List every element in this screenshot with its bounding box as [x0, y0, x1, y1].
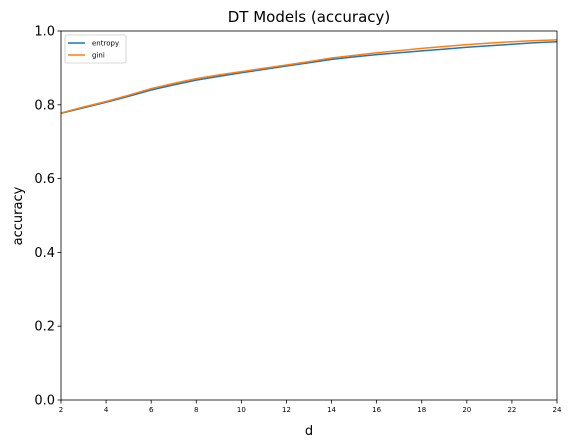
- x-tick-label: 6: [149, 406, 154, 414]
- x-tick-label: 24: [553, 406, 562, 414]
- x-axis-label: d: [305, 424, 313, 439]
- x-tick-label: 8: [194, 406, 198, 414]
- x-tick-label: 20: [462, 406, 471, 414]
- x-tick-label: 16: [372, 406, 381, 414]
- legend-label-entropy: entropy: [92, 40, 119, 48]
- x-tick-label: 4: [104, 406, 109, 414]
- x-tick-label: 10: [237, 406, 246, 414]
- y-tick-label: 0.8: [34, 98, 55, 113]
- axes-frame: [60, 30, 558, 401]
- y-axis-ticks: 0.0 0.2 0.4 0.6 0.8 1.0: [34, 25, 61, 409]
- y-tick-label: 0.2: [34, 320, 55, 335]
- legend-label-gini: gini: [92, 52, 105, 60]
- x-tick-label: 12: [282, 406, 291, 414]
- y-tick-label: 0.0: [34, 394, 55, 409]
- legend: entropy gini: [64, 34, 127, 64]
- x-tick-label: 18: [417, 406, 426, 414]
- series-line-entropy: [60, 40, 558, 115]
- x-tick-label: 2: [59, 406, 63, 414]
- plot-area: [60, 30, 558, 401]
- y-tick-label: 0.4: [34, 246, 55, 261]
- y-axis-label: accuracy: [11, 186, 26, 245]
- chart-title: DT Models (accuracy): [228, 8, 390, 26]
- x-axis-ticks: 2 4 6 8 10 12 14 16 18 20 22 24: [59, 400, 562, 414]
- legend-box: [64, 34, 127, 64]
- y-tick-label: 1.0: [34, 25, 55, 40]
- x-tick-label: 22: [507, 406, 516, 414]
- series-line-gini: [60, 39, 558, 114]
- x-tick-label: 14: [327, 406, 336, 414]
- y-tick-label: 0.6: [34, 172, 55, 187]
